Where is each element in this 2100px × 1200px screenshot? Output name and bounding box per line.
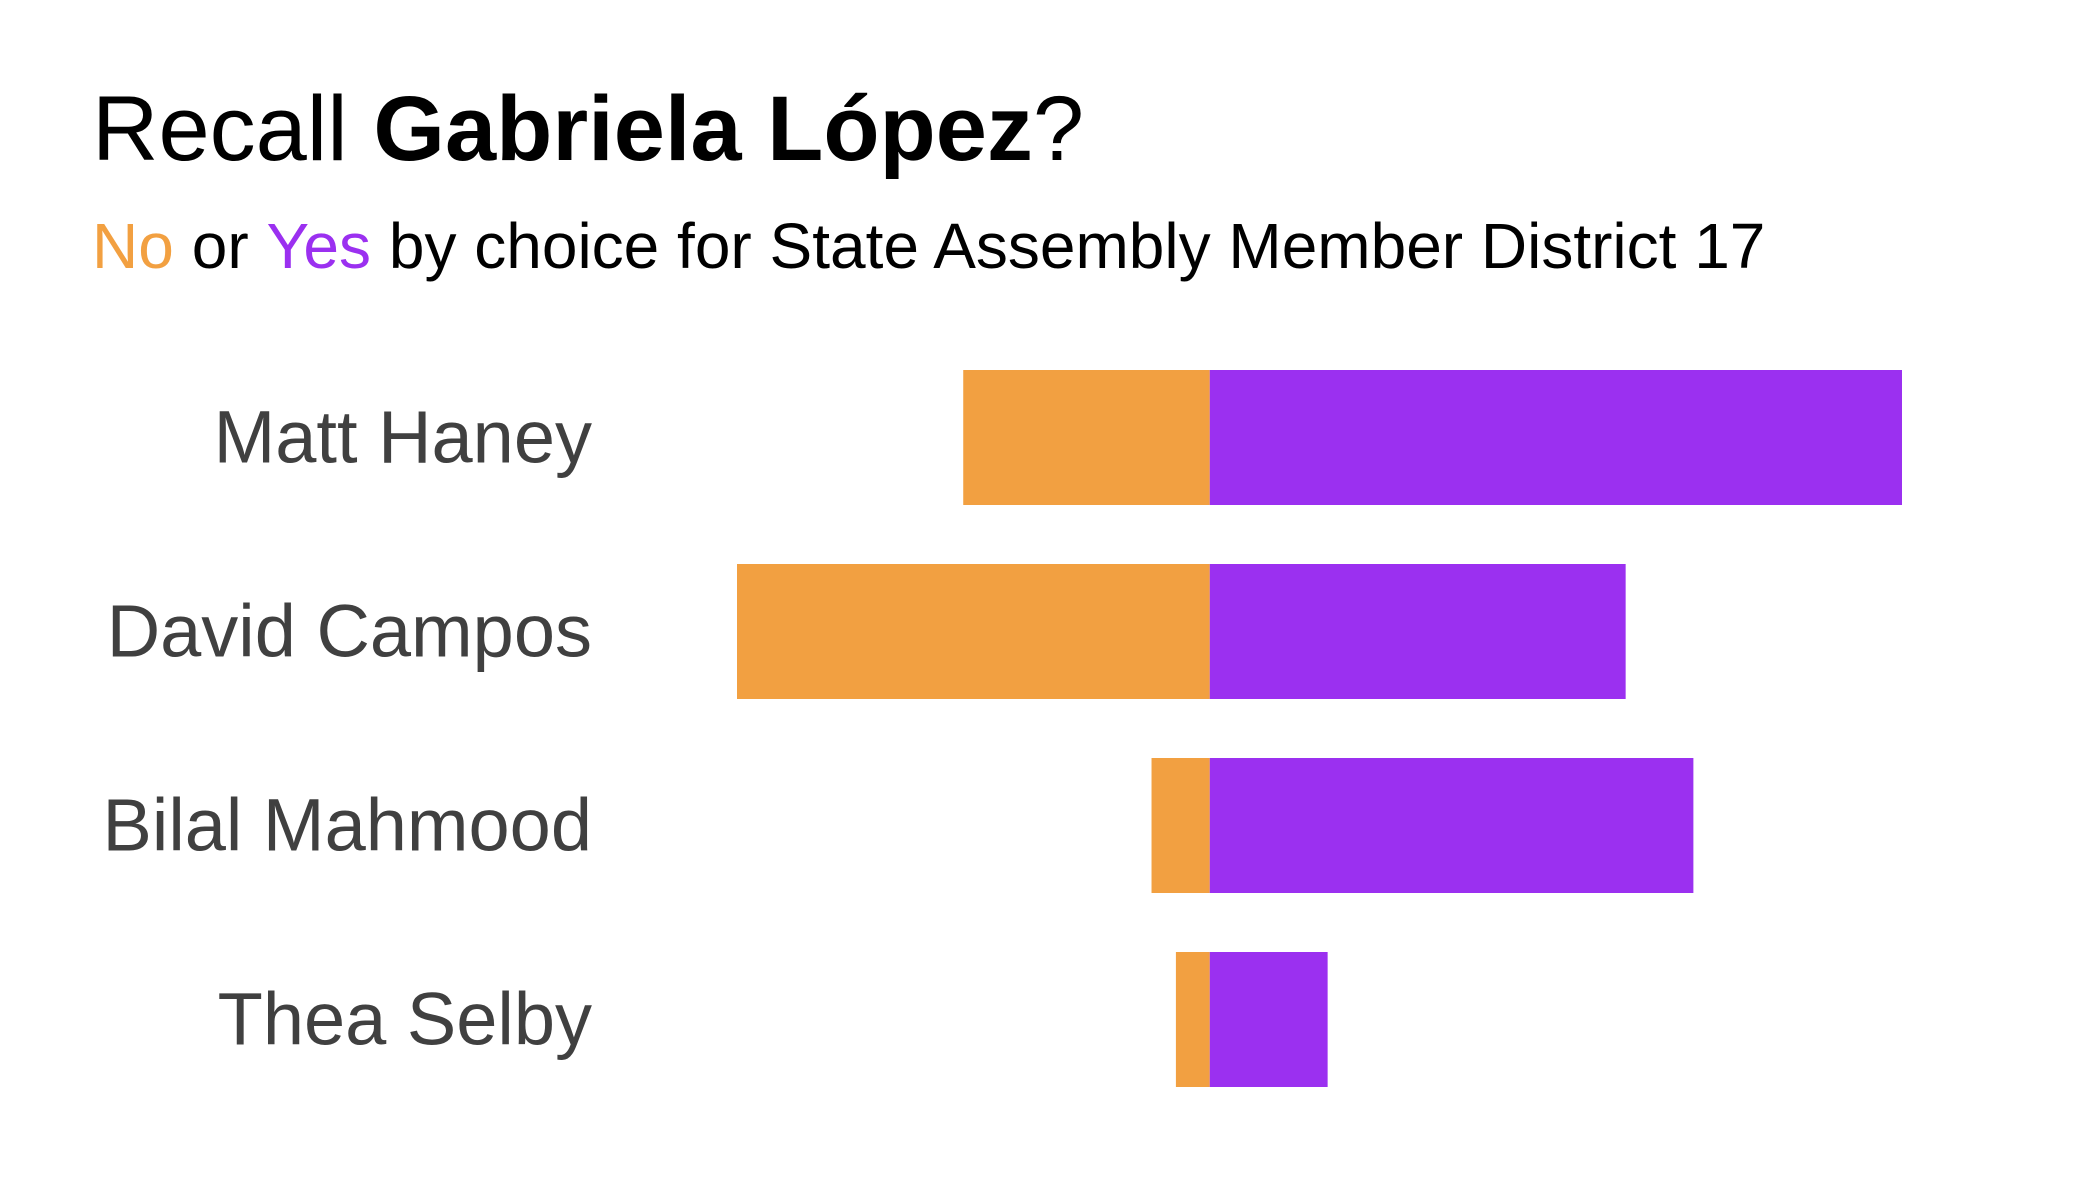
category-label: Thea Selby — [218, 978, 592, 1061]
bar-no — [1151, 758, 1210, 893]
bar-no — [963, 370, 1210, 505]
chart-title: Recall Gabriela López? — [92, 78, 1084, 180]
title-part: ? — [1033, 78, 1084, 180]
category-label: David Campos — [107, 590, 592, 673]
bar-yes — [1209, 952, 1328, 1087]
subtitle-part: by choice for State Assembly Member Dist… — [389, 210, 1766, 282]
title-part: Recall — [92, 78, 348, 180]
bar-no — [1175, 952, 1210, 1087]
chart-subtitle: No or Yes by choice for State Assembly Memb… — [92, 210, 1765, 282]
legend-entry: No — [92, 210, 174, 282]
category-label: Matt Haney — [214, 396, 592, 479]
title-name: Gabriela López — [373, 78, 1033, 180]
legend-entry: Yes — [267, 210, 371, 282]
bar-no — [737, 564, 1210, 699]
category-label: Bilal Mahmood — [103, 784, 592, 867]
bar-yes — [1209, 758, 1694, 893]
bar-yes — [1209, 370, 1902, 505]
subtitle-part: or — [192, 210, 249, 282]
bar-yes — [1209, 564, 1626, 699]
